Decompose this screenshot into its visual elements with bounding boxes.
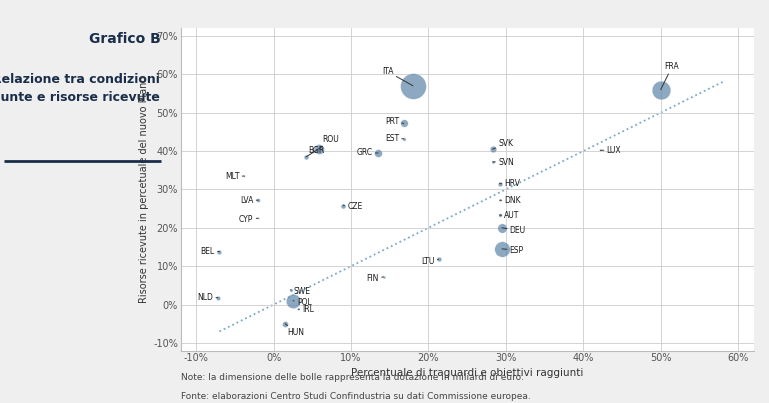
Text: PRT: PRT: [385, 116, 404, 126]
Text: BEL: BEL: [201, 247, 219, 256]
Text: LTU: LTU: [421, 257, 438, 266]
Text: SWE: SWE: [291, 287, 311, 296]
Text: DEU: DEU: [502, 226, 526, 235]
Point: [494, 212, 506, 218]
Point: [378, 274, 390, 280]
Point: [494, 181, 506, 187]
Point: [496, 246, 508, 252]
Text: Relazione tra condizioni
raggiunte e risorse ricevute: Relazione tra condizioni raggiunte e ris…: [0, 73, 161, 104]
Point: [292, 306, 305, 312]
Text: DNK: DNK: [500, 196, 521, 206]
X-axis label: Percentuale di traguardi e obiettivi raggiunti: Percentuale di traguardi e obiettivi rag…: [351, 368, 584, 378]
Text: FIN: FIN: [367, 274, 384, 283]
Point: [252, 197, 265, 204]
Point: [487, 158, 499, 165]
Point: [372, 150, 384, 156]
Point: [398, 120, 410, 127]
Text: NLD: NLD: [198, 293, 218, 302]
Text: ESP: ESP: [502, 245, 524, 255]
Text: HRV: HRV: [500, 179, 521, 188]
Y-axis label: Risorse ricevute in percetuale del nuovo Piano: Risorse ricevute in percetuale del nuovo…: [139, 76, 149, 303]
Point: [398, 135, 410, 142]
Text: Grafico B: Grafico B: [88, 32, 161, 46]
Text: ITA: ITA: [382, 67, 413, 86]
Point: [300, 154, 312, 160]
Text: Fonte: elaborazioni Centro Studi Confindustria su dati Commissione europea.: Fonte: elaborazioni Centro Studi Confind…: [181, 392, 531, 401]
Point: [487, 146, 499, 152]
Text: CZE: CZE: [343, 202, 362, 211]
Text: ROU: ROU: [318, 135, 339, 149]
Text: SVN: SVN: [493, 158, 514, 167]
Text: HUN: HUN: [285, 324, 305, 337]
Point: [211, 295, 224, 301]
Point: [494, 197, 506, 204]
Text: AUT: AUT: [500, 211, 520, 220]
Point: [432, 256, 444, 262]
Point: [407, 83, 419, 89]
Text: LUX: LUX: [601, 146, 621, 155]
Point: [287, 297, 299, 304]
Point: [213, 248, 225, 255]
Text: Note: la dimensione delle bolle rappresenta la dotazione in miliardi di euro.: Note: la dimensione delle bolle rapprese…: [181, 373, 524, 382]
Point: [654, 86, 667, 93]
Text: FRA: FRA: [661, 62, 679, 89]
Text: GRC: GRC: [357, 148, 378, 158]
Text: SVK: SVK: [493, 139, 513, 149]
Point: [285, 287, 297, 293]
Text: BGR: BGR: [306, 146, 325, 157]
Text: EST: EST: [385, 134, 404, 143]
Text: CYP: CYP: [239, 215, 258, 224]
Point: [312, 146, 325, 152]
Point: [238, 173, 251, 179]
Point: [496, 224, 508, 231]
Text: LVA: LVA: [240, 196, 258, 205]
Text: POL: POL: [293, 298, 311, 307]
Point: [252, 215, 265, 221]
Point: [337, 202, 349, 209]
Point: [594, 147, 607, 154]
Text: IRL: IRL: [298, 305, 315, 314]
Text: MLT: MLT: [225, 172, 245, 181]
Point: [279, 320, 291, 327]
